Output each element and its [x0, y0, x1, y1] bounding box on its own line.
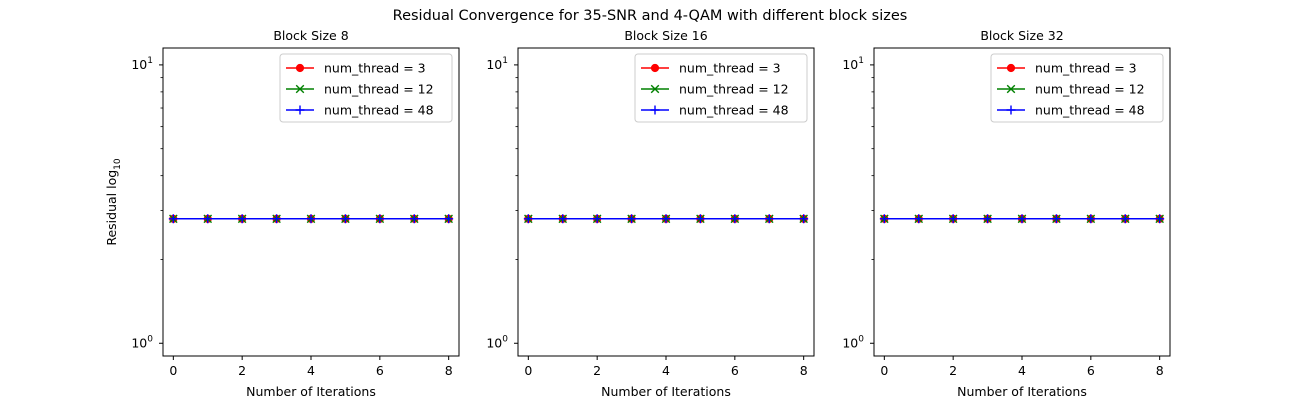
data-point-marker: [237, 214, 247, 224]
y-tick-label: 100: [842, 334, 864, 350]
legend-label: num_thread = 3: [324, 61, 426, 76]
legend-item: num_thread = 3: [997, 61, 1137, 76]
subplot-2: Block Size 16 0 2 4 6 8 100 101 Number of Iterat…: [486, 28, 815, 399]
legend-label: num_thread = 12: [679, 82, 789, 97]
legend-label: num_thread = 3: [1035, 61, 1137, 76]
subplot-3: Block Size 32 0 2 4 6 8 100 101 Number of Iterat…: [842, 28, 1171, 399]
subplot-title: Block Size 32: [980, 28, 1063, 43]
y-tick-label: 101: [131, 56, 153, 72]
data-point-marker: [1017, 214, 1027, 224]
legend-marker: [650, 105, 660, 115]
legend-marker: [650, 63, 660, 73]
legend-item: num_thread = 48: [997, 103, 1145, 118]
legend-marker: [1006, 105, 1016, 115]
legend-marker: [1006, 84, 1016, 94]
data-point-marker: [1051, 214, 1061, 224]
x-axis-label: Number of Iterations: [601, 384, 731, 399]
data-point-marker: [444, 214, 454, 224]
legend: num_thread = 3 num_thread = 12 num_thread …: [279, 53, 453, 123]
x-tick-label: 8: [1156, 363, 1164, 378]
legend-box: [279, 53, 453, 123]
legend-item: num_thread = 12: [997, 82, 1145, 97]
data-point-marker: [592, 214, 602, 224]
subplot-1: Block Size 8 0 2 4 6 8 100 101 Number of Iterati…: [104, 28, 460, 399]
y-axis-label: Residual log10: [104, 158, 123, 246]
data-point-marker: [661, 214, 671, 224]
data-point-marker: [879, 214, 889, 224]
subplot-title: Block Size 8: [273, 28, 348, 43]
data-point-marker: [306, 214, 316, 224]
x-tick-label: 6: [376, 363, 384, 378]
data-point-marker: [695, 214, 705, 224]
data-point-marker: [1120, 214, 1130, 224]
data-point-marker: [272, 214, 282, 224]
x-tick-label: 4: [1018, 363, 1026, 378]
legend-box: [634, 53, 808, 123]
data-point-marker: [168, 214, 178, 224]
legend-label: num_thread = 48: [679, 103, 789, 118]
data-point-marker: [340, 214, 350, 224]
y-tick-label: 101: [842, 56, 864, 72]
legend-item: num_thread = 12: [641, 82, 789, 97]
legend: num_thread = 3 num_thread = 12 num_thread …: [990, 53, 1164, 123]
x-tick-label: 0: [169, 363, 177, 378]
subplots: Block Size 8 0 2 4 6 8 100 101 Number of Iterati…: [104, 28, 1171, 399]
legend-item: num_thread = 48: [641, 103, 789, 118]
x-tick-label: 0: [524, 363, 532, 378]
legend-marker: [295, 105, 305, 115]
subplot-title: Block Size 16: [624, 28, 707, 43]
legend-label: num_thread = 3: [679, 61, 781, 76]
legend-marker: [295, 63, 305, 73]
legend-box: [990, 53, 1164, 123]
y-tick-label: 101: [486, 56, 508, 72]
data-point-marker: [914, 214, 924, 224]
plot-area: [168, 214, 454, 224]
legend: num_thread = 3 num_thread = 12 num_thread …: [634, 53, 808, 123]
legend-label: num_thread = 48: [1035, 103, 1145, 118]
data-point-marker: [409, 214, 419, 224]
x-tick-label: 2: [949, 363, 957, 378]
data-point-marker: [375, 214, 385, 224]
data-point-marker: [1155, 214, 1165, 224]
x-tick-label: 6: [1087, 363, 1095, 378]
legend-marker: [295, 84, 305, 94]
x-tick-label: 2: [593, 363, 601, 378]
legend-item: num_thread = 48: [286, 103, 434, 118]
data-point-marker: [799, 214, 809, 224]
x-tick-label: 4: [662, 363, 670, 378]
x-tick-label: 4: [307, 363, 315, 378]
x-tick-label: 0: [880, 363, 888, 378]
x-tick-label: 6: [731, 363, 739, 378]
data-point-marker: [948, 214, 958, 224]
x-axis-label: Number of Iterations: [246, 384, 376, 399]
legend-item: num_thread = 12: [286, 82, 434, 97]
x-tick-label: 8: [800, 363, 808, 378]
legend-label: num_thread = 48: [324, 103, 434, 118]
legend-marker: [650, 84, 660, 94]
legend-item: num_thread = 3: [641, 61, 781, 76]
data-point-marker: [203, 214, 213, 224]
x-tick-label: 8: [445, 363, 453, 378]
legend-item: num_thread = 3: [286, 61, 426, 76]
data-point-marker: [983, 214, 993, 224]
x-tick-label: 2: [238, 363, 246, 378]
legend-label: num_thread = 12: [324, 82, 434, 97]
x-axis-label: Number of Iterations: [957, 384, 1087, 399]
plot-area: [523, 214, 809, 224]
data-point-marker: [558, 214, 568, 224]
data-point-marker: [1086, 214, 1096, 224]
data-point-marker: [730, 214, 740, 224]
figure-suptitle: Residual Convergence for 35-SNR and 4-QA…: [393, 8, 908, 24]
legend-label: num_thread = 12: [1035, 82, 1145, 97]
y-tick-label: 100: [486, 334, 508, 350]
data-point-marker: [764, 214, 774, 224]
plot-area: [879, 214, 1165, 224]
data-point-marker: [523, 214, 533, 224]
y-tick-label: 100: [131, 334, 153, 350]
data-point-marker: [627, 214, 637, 224]
legend-marker: [1006, 63, 1016, 73]
